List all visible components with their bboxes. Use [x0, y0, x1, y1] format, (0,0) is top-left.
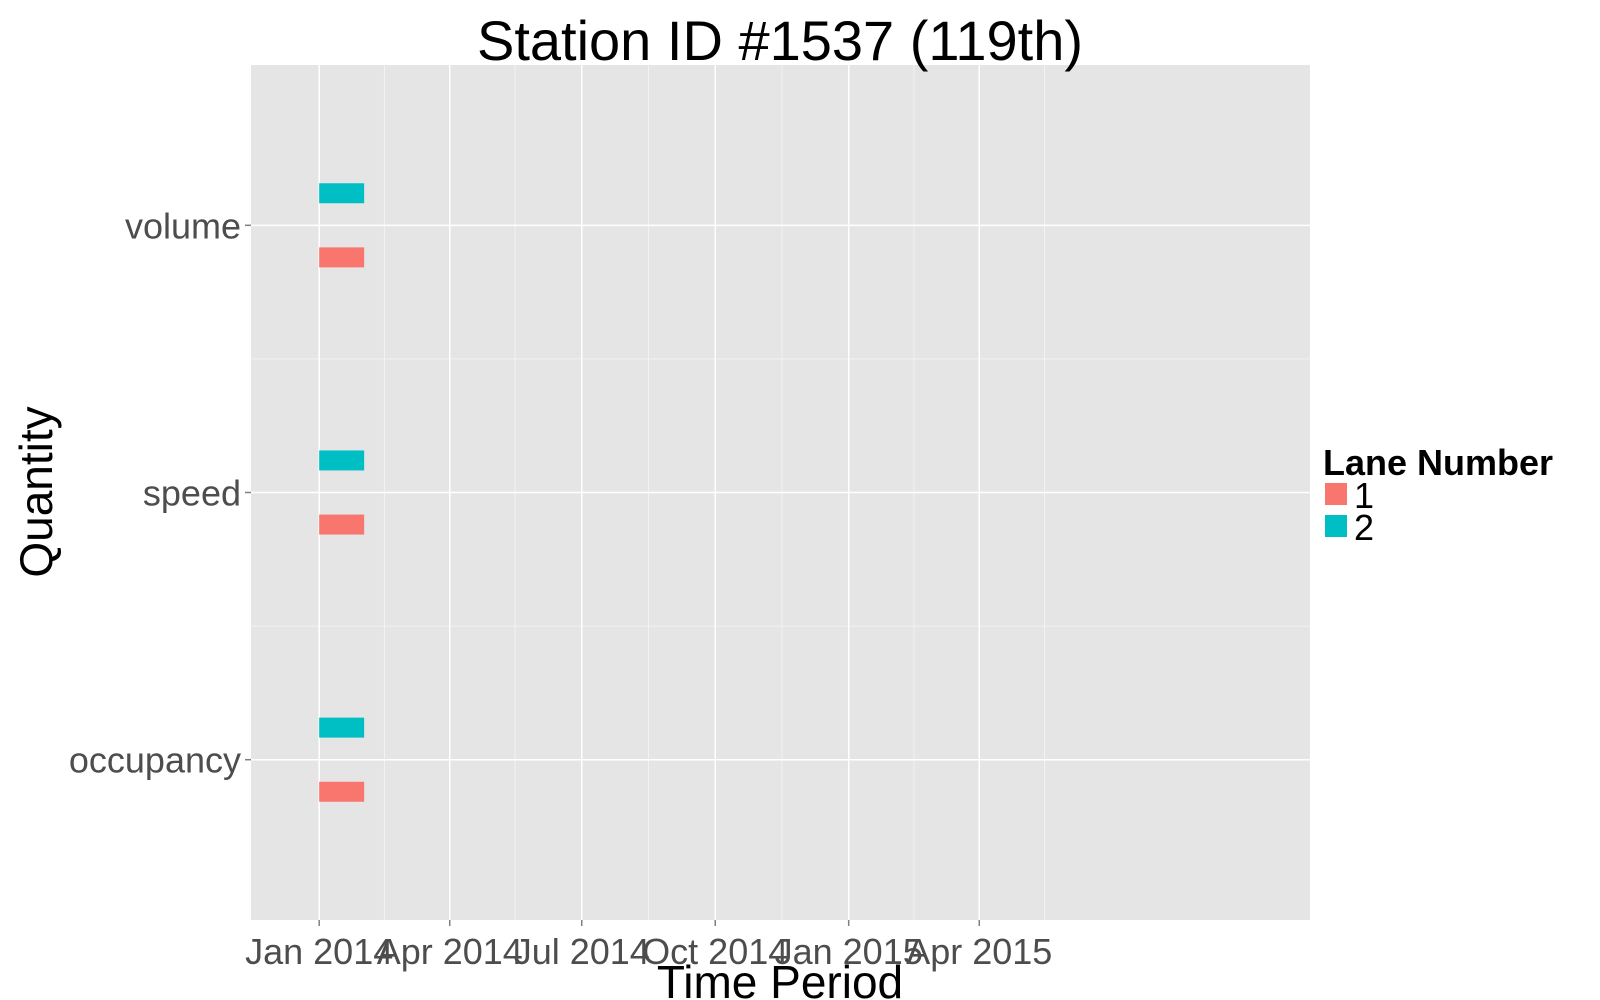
y-axis: occupancy speed volume	[69, 205, 251, 781]
bar-lane-2-occupancy	[319, 717, 365, 738]
bar-lane-2-volume	[319, 183, 365, 204]
legend-label-2: 2	[1354, 507, 1374, 548]
x-tick-label: Jan 2015	[775, 931, 923, 972]
y-tick-label: speed	[143, 473, 241, 514]
x-tick-label: Apr 2014	[377, 931, 523, 972]
legend-key-1	[1323, 481, 1349, 507]
x-axis-title: Time Period	[657, 956, 903, 1000]
legend-title: Lane Number	[1323, 442, 1553, 483]
bar-lane-2-speed	[319, 450, 365, 471]
chart-bars	[319, 183, 365, 802]
chart-title: Station ID #1537 (119th)	[477, 9, 1083, 72]
bar-lane-1-occupancy	[319, 781, 365, 802]
x-tick-label: Apr 2015	[906, 931, 1052, 972]
x-tick-label: Oct 2014	[642, 931, 788, 972]
legend-key-2	[1323, 513, 1349, 539]
legend-label-1: 1	[1354, 475, 1374, 516]
x-tick-label: Jul 2014	[514, 931, 650, 972]
grid-major	[251, 65, 1310, 920]
bar-lane-1-speed	[319, 514, 365, 535]
y-axis-title: Quantity	[10, 406, 62, 577]
y-tick-label: occupancy	[69, 740, 241, 781]
x-tick-label: Jan 2014	[245, 931, 393, 972]
bar-lane-1-volume	[319, 247, 365, 268]
legend: Lane Number 12	[1323, 442, 1553, 548]
y-tick-label: volume	[125, 205, 241, 246]
